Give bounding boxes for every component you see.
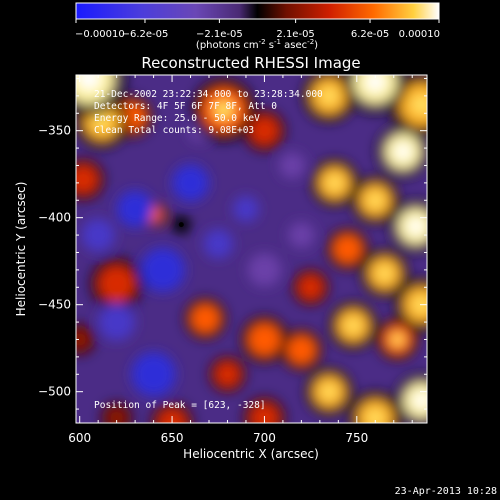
x-axis: 600 650 700 750 xyxy=(68,75,413,445)
negative-blob xyxy=(81,218,115,252)
emission-blob xyxy=(332,234,363,264)
image-area xyxy=(76,75,427,423)
negative-blob xyxy=(131,352,176,397)
negative-blob xyxy=(116,190,154,228)
negative-blob xyxy=(279,152,306,179)
emission-blob xyxy=(214,361,241,388)
colorbar-tick-label: −0.00010 xyxy=(75,29,125,40)
y-tick-label: −350 xyxy=(38,124,71,138)
peak-marker xyxy=(178,222,184,228)
emission-core xyxy=(320,87,338,105)
intensity-map xyxy=(76,75,427,423)
colorbar-tick-label: 2.1e-05 xyxy=(276,29,314,40)
y-axis: −350 −400 −450 −500 xyxy=(38,77,427,410)
emission-core xyxy=(321,384,337,400)
colorbar xyxy=(75,2,440,20)
emission-blob xyxy=(249,115,280,146)
emission-core xyxy=(390,332,405,347)
colorbar-tick-label: 0.00010 xyxy=(399,29,440,40)
annotation-line: Clean Total counts: 9.08E+03 xyxy=(94,125,254,136)
x-tick-label: 650 xyxy=(161,431,184,445)
emission-core xyxy=(407,218,425,235)
colorbar-tick-label: −6.2e-05 xyxy=(122,29,169,40)
emission-core xyxy=(345,318,361,334)
negative-blob xyxy=(247,253,282,287)
timestamp: 23-Apr-2013 10:28 xyxy=(395,486,497,497)
emission-blob xyxy=(286,335,317,365)
peak-position-text: Position of Peak = [623, -328] xyxy=(94,400,266,411)
annotation-line: 21-Dec-2002 23:22:34.000 to 23:28:34.000 xyxy=(94,89,323,100)
colorbar-ticks xyxy=(75,19,440,23)
colorbar-tick-label: 6.2e-05 xyxy=(351,29,389,40)
emission-core xyxy=(366,409,384,423)
emission-blob xyxy=(247,322,282,357)
y-tick-label: −500 xyxy=(38,385,71,399)
emission-core xyxy=(367,192,383,208)
emission-core xyxy=(93,113,111,131)
emission-core xyxy=(327,175,343,191)
colorbar-tick-label: −2.1e-05 xyxy=(196,29,243,40)
annotation-line: Detectors: 4F 5F 6F 7F 8F, Att 0 xyxy=(94,101,277,112)
annotation-block: 21-Dec-2002 23:22:34.000 to 23:28:34.000… xyxy=(94,89,323,136)
chart-title: Reconstructed RHESSI Image xyxy=(141,54,360,72)
x-tick-label: 700 xyxy=(253,431,276,445)
emission-blob xyxy=(157,408,187,423)
x-axis-label: Heliocentric X (arcsec) xyxy=(183,447,319,461)
emission-core xyxy=(394,143,412,160)
emission-core xyxy=(377,265,392,281)
emission-core xyxy=(411,94,427,115)
x-tick-label: 600 xyxy=(68,431,91,445)
negative-blob xyxy=(288,222,315,249)
emission-core xyxy=(213,99,234,120)
y-axis-label: Heliocentric Y (arcsec) xyxy=(14,182,28,317)
colorbar-tick-labels: −0.00010−6.2e-05 −2.1e-05 2.1e-05 6.2e-05 0.… xyxy=(75,29,440,40)
emission-blob xyxy=(249,403,280,423)
y-tick-label: −450 xyxy=(38,298,71,312)
annotation-line: Energy Range: 25.0 - 50.0 keV xyxy=(94,113,260,124)
negative-blob xyxy=(98,303,136,341)
y-tick-label: −400 xyxy=(38,211,71,225)
emission-core xyxy=(413,392,427,409)
plot-frame xyxy=(75,74,428,424)
colorbar-units: (photons cm-2 s-1 asec-2) xyxy=(196,38,318,51)
negative-blob xyxy=(233,196,259,222)
negative-blob xyxy=(203,229,234,259)
emission-blob xyxy=(98,265,136,303)
negative-blob xyxy=(140,247,185,293)
emission-core xyxy=(77,75,101,91)
emission-blob xyxy=(76,164,99,195)
emission-blob xyxy=(105,406,128,423)
x-tick-label: 750 xyxy=(345,431,368,445)
emission-blob xyxy=(76,328,91,351)
emission-blob xyxy=(297,274,324,301)
negative-blob xyxy=(172,164,210,202)
emission-core xyxy=(365,75,386,92)
emission-blob xyxy=(190,303,221,334)
